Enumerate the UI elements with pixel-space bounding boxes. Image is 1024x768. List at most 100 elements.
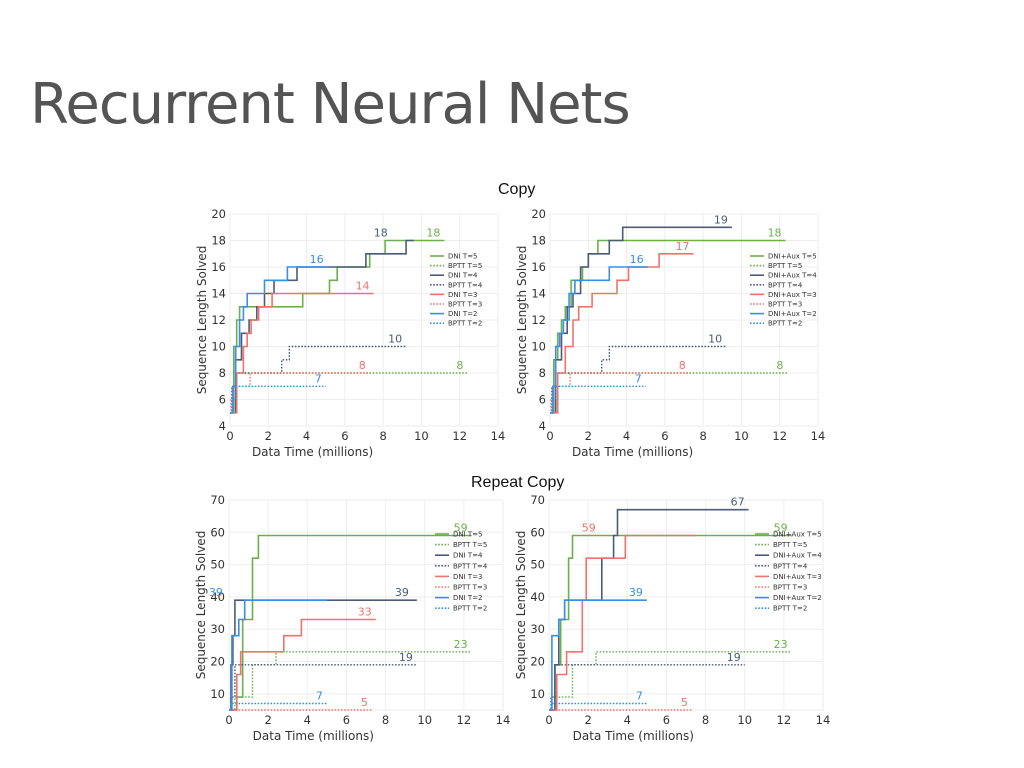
chart3-y-tick-label: 40 <box>530 590 545 604</box>
chart3-series-end-label: 19 <box>727 651 741 664</box>
chart1-x-tick-label: 6 <box>661 429 668 443</box>
chart2-x-tick-label: 14 <box>496 713 511 727</box>
chart0-y-tick-label: 20 <box>211 207 226 221</box>
chart1-x-tick-label: 4 <box>623 429 630 443</box>
chart3-x-tick-label: 14 <box>816 713 831 727</box>
chart0-legend-label: DNI T=4 <box>448 272 478 280</box>
chart2-x-tick-label: 4 <box>304 713 311 727</box>
chart2-y-tick-label: 70 <box>210 493 225 507</box>
chart3-x-tick-label: 10 <box>737 713 752 727</box>
chart0-y-tick-label: 12 <box>211 313 226 327</box>
chart3-series-end-label: 5 <box>681 696 688 709</box>
chart3-legend-label: DNI+Aux T=4 <box>773 552 822 560</box>
chart1-y-tick-label: 4 <box>539 419 546 433</box>
chart1-y-tick-label: 6 <box>539 393 546 407</box>
chart0-series-end-label: 8 <box>359 359 366 372</box>
chart1-x-tick-label: 12 <box>772 429 787 443</box>
chart2-x-tick-label: 2 <box>264 713 271 727</box>
chart0-series-end-label: 8 <box>456 359 463 372</box>
chart2-x-axis-label: Data Time (millions) <box>253 729 374 743</box>
chart3-series-end-label: 23 <box>774 638 788 651</box>
chart1-series-end-label: 8 <box>776 359 783 372</box>
chart2-legend-label: DNI T=5 <box>453 531 483 539</box>
chart2-series-line <box>229 702 327 711</box>
chart0-x-tick-label: 10 <box>414 429 429 443</box>
chart3-legend-label: BPTT T=4 <box>773 562 808 570</box>
chart1-legend-label: DNI+Aux T=4 <box>768 272 817 280</box>
chart1-y-axis-label: Sequence Length Solved <box>515 246 529 395</box>
chart2-y-axis-label: Sequence Length Solved <box>194 531 208 680</box>
chart2-legend-label: BPTT T=3 <box>453 584 487 592</box>
chart1-series-line <box>550 266 648 414</box>
chart3-series-line <box>549 702 647 711</box>
chart1-series-end-label: 18 <box>767 227 781 240</box>
chart2-series-end-label: 59 <box>454 522 468 535</box>
repeat-copy-dni-aux-chart: 0 2 4 6 8 10 12 14 10 20 30 40 50 60 70 Data Time (mill… <box>514 493 831 743</box>
chart0-legend-label: BPTT T=5 <box>448 262 482 270</box>
chart2-x-tick-label: 0 <box>225 713 232 727</box>
slide-title: Recurrent Neural Nets <box>30 72 631 137</box>
chart0-series-end-label: 10 <box>388 333 402 346</box>
chart3-x-tick-label: 0 <box>545 713 552 727</box>
repeat-copy-section-title: Repeat Copy <box>471 474 565 491</box>
chart1-y-tick-label: 16 <box>531 260 546 274</box>
chart3-legend-label: DNI+Aux T=5 <box>773 531 822 539</box>
chart2-series-end-label: 23 <box>454 638 468 651</box>
chart0-legend-label: BPTT T=2 <box>448 320 482 328</box>
chart3-legend-label: DNI+Aux T=3 <box>773 573 822 581</box>
chart0-y-tick-label: 18 <box>211 234 226 248</box>
chart1-x-tick-label: 14 <box>811 429 826 443</box>
copy-section-title: Copy <box>498 181 536 198</box>
chart3-series-end-label: 59 <box>582 522 596 535</box>
chart1-legend-label: BPTT T=5 <box>768 262 802 270</box>
chart1-series-end-label: 8 <box>679 359 686 372</box>
chart3-series-line <box>549 651 792 711</box>
chart2-y-tick-label: 30 <box>210 622 225 636</box>
chart2-series-end-label: 39 <box>395 586 409 599</box>
copy-dni-aux-chart: 0 2 4 6 8 10 12 14 4 6 8 10 12 14 16 18 20 Data Time (mil… <box>515 207 826 459</box>
chart2-series-line <box>229 599 327 711</box>
chart1-series-end-label: 17 <box>676 240 690 253</box>
chart0-y-tick-label: 10 <box>211 340 226 354</box>
chart0-x-tick-label: 12 <box>452 429 467 443</box>
chart0-series-end-label: 18 <box>426 227 440 240</box>
chart2-x-tick-label: 8 <box>382 713 389 727</box>
chart0-y-tick-label: 6 <box>219 393 226 407</box>
chart3-y-tick-label: 10 <box>530 687 545 701</box>
copy-dni-chart: 0 2 4 6 8 10 12 14 4 6 8 10 12 14 16 18 20 Data Time (mil… <box>195 207 505 459</box>
chart3-legend-label: BPTT T=5 <box>773 541 807 549</box>
chart1-y-tick-label: 20 <box>531 207 546 221</box>
chart2-legend-label: DNI T=4 <box>453 552 483 560</box>
chart2-series-end-label: 39 <box>209 586 223 599</box>
chart0-y-tick-label: 14 <box>211 287 226 301</box>
chart3-legend-label: DNI+Aux T=2 <box>773 594 822 602</box>
chart3-x-tick-label: 6 <box>663 713 670 727</box>
repeat-copy-dni-chart: 0 2 4 6 8 10 12 14 10 20 30 40 50 60 70 Data Time (mill… <box>194 493 511 743</box>
chart0-y-tick-label: 16 <box>211 260 226 274</box>
chart3-x-tick-label: 12 <box>777 713 792 727</box>
chart1-series-end-label: 19 <box>714 213 728 226</box>
chart3-y-tick-label: 60 <box>530 525 545 539</box>
chart0-y-tick-label: 8 <box>219 366 226 380</box>
chart0-x-tick-label: 4 <box>303 429 310 443</box>
chart0-x-tick-label: 2 <box>265 429 272 443</box>
chart2-series-end-label: 7 <box>316 690 323 703</box>
chart2-x-tick-label: 6 <box>343 713 350 727</box>
chart3-series-line <box>549 599 647 711</box>
chart1-y-tick-label: 18 <box>531 234 546 248</box>
chart1-series-line <box>550 226 732 414</box>
chart0-y-tick-label: 4 <box>219 419 226 433</box>
chart0-legend-label: DNI T=2 <box>448 310 478 318</box>
chart1-x-tick-label: 10 <box>734 429 749 443</box>
chart1-x-tick-label: 2 <box>585 429 592 443</box>
chart3-legend-label: BPTT T=2 <box>773 605 807 613</box>
chart2-legend-label: DNI T=3 <box>453 573 483 581</box>
chart0-legend-label: BPTT T=3 <box>448 301 482 309</box>
chart0-series-end-label: 16 <box>310 253 324 266</box>
chart3-y-tick-label: 70 <box>530 493 545 507</box>
chart1-legend-label: DNI+Aux T=3 <box>768 291 817 299</box>
chart1-legend-label: BPTT T=3 <box>768 301 802 309</box>
chart3-series-line <box>549 664 745 711</box>
chart2-series-line <box>229 599 417 711</box>
chart2-series-end-label: 19 <box>399 651 413 664</box>
